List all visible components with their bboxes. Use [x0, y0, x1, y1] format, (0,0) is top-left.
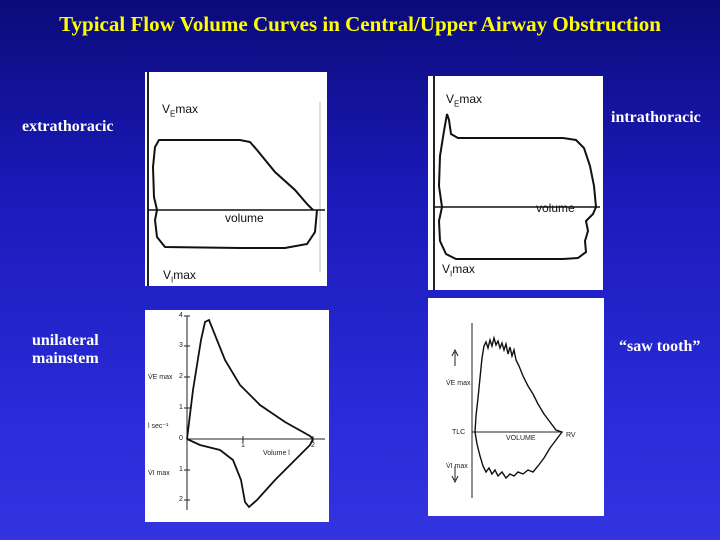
saw-tooth-rv-label: RV [566, 432, 576, 439]
unilateral-volume-label: Volume l [263, 450, 290, 457]
saw-tooth-panel: V̇E max TLC VOLUME RV V̇I max [428, 298, 604, 516]
y-tick-2: 2 [179, 373, 183, 380]
y-tick-0: 0 [179, 435, 183, 442]
x-tick-2: 2 [311, 442, 315, 449]
intrathoracic-curve-graphic [433, 76, 600, 290]
unilateral-curve-graphic [184, 315, 325, 510]
extrathoracic-flow-volume-panel: VEmax volume VImax [145, 72, 327, 286]
intrathoracic-volume-label: volume [536, 201, 575, 215]
extrathoracic-volume-label: volume [225, 211, 264, 225]
extrathoracic-label: extrathoracic [22, 118, 114, 135]
saw-tooth-label: “saw tooth” [619, 338, 701, 355]
extrathoracic-vi-max-label: VImax [163, 268, 196, 285]
unilateral-label-line2: mainstem [32, 350, 99, 367]
unilateral-mainstem-label: unilateral mainstem [32, 332, 99, 368]
y-tick-4: 4 [179, 312, 183, 319]
extrathoracic-curve-graphic [147, 72, 325, 286]
intrathoracic-vi-max-label: VImax [442, 262, 475, 279]
x-tick-1: 1 [241, 442, 245, 449]
saw-tooth-curve-graphic [451, 323, 563, 498]
intrathoracic-label: intrathoracic [611, 109, 701, 126]
saw-tooth-ve-max-label: V̇E max [446, 380, 471, 387]
saw-tooth-vi-max-label: V̇I max [446, 463, 468, 470]
unilateral-mainstem-panel: 4 3 2 1 0 1 2 1 2 V̇E max l sec⁻¹ Volume… [145, 310, 329, 522]
unilateral-unit-label: l sec⁻¹ [148, 423, 169, 430]
unilateral-ve-max-label: V̇E max [148, 374, 173, 381]
y-tick-neg1: 1 [179, 466, 183, 473]
y-tick-3: 3 [179, 342, 183, 349]
page-title: Typical Flow Volume Curves in Central/Up… [59, 12, 661, 36]
y-tick-neg2: 2 [179, 496, 183, 503]
intrathoracic-flow-volume-panel: VEmax volume VImax [428, 76, 603, 290]
extrathoracic-ve-max-label: VEmax [162, 102, 199, 119]
intrathoracic-ve-max-label: VEmax [446, 92, 483, 109]
unilateral-label-line1: unilateral [32, 332, 99, 349]
y-tick-1: 1 [179, 404, 183, 411]
saw-tooth-volume-label: VOLUME [506, 435, 536, 442]
unilateral-vi-max-label: V̇I max [148, 470, 170, 477]
saw-tooth-tlc-label: TLC [452, 429, 466, 436]
